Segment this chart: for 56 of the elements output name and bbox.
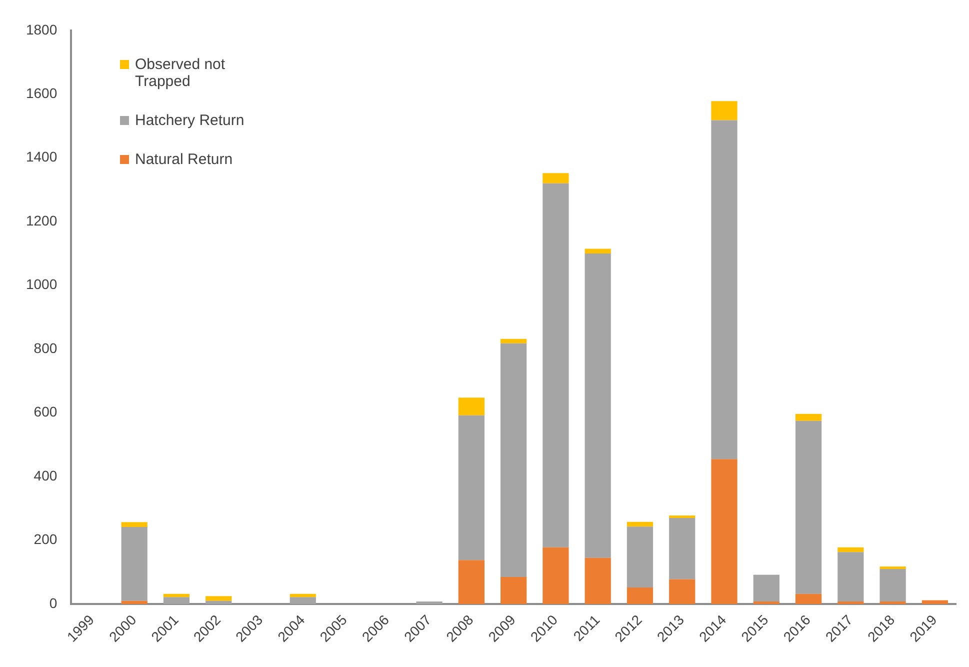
y-tick-label: 1600	[26, 85, 58, 102]
bar	[500, 577, 527, 604]
bar	[795, 420, 822, 594]
bar	[584, 254, 611, 558]
bar	[711, 120, 738, 460]
bar	[206, 600, 232, 604]
bar	[121, 526, 148, 601]
bar	[163, 597, 190, 604]
bar	[542, 183, 569, 548]
bar	[542, 173, 569, 184]
bar	[711, 101, 738, 120]
bar	[626, 588, 654, 604]
y-tick-label: 400	[34, 467, 58, 484]
y-tick-label: 1000	[26, 276, 58, 292]
bar	[584, 558, 611, 604]
bar	[880, 569, 906, 602]
bar	[711, 459, 738, 604]
bar	[795, 414, 822, 421]
bar	[669, 579, 696, 604]
bar	[626, 526, 654, 588]
bar	[922, 600, 948, 604]
bar	[880, 602, 906, 604]
y-tick-label: 800	[34, 340, 58, 356]
bar	[500, 343, 527, 578]
y-tick-label: 1200	[26, 212, 58, 228]
bar	[753, 574, 780, 602]
y-tick-label: 1800	[26, 21, 58, 38]
legend-label: Hatchery Return	[135, 112, 246, 129]
bar	[838, 552, 864, 602]
bar	[542, 547, 569, 604]
bar	[121, 600, 148, 604]
bar	[500, 338, 527, 344]
bar	[458, 398, 484, 416]
bar	[458, 560, 484, 604]
bar	[838, 547, 864, 552]
bar	[669, 515, 696, 518]
bar	[416, 602, 442, 604]
bar	[669, 518, 696, 580]
bar	[584, 248, 611, 254]
y-tick-label: 200	[34, 531, 58, 548]
bar	[880, 566, 906, 570]
bar	[290, 597, 316, 604]
bar	[626, 522, 654, 527]
bar	[838, 602, 864, 604]
y-tick-label: 1400	[26, 148, 58, 165]
bar	[795, 594, 822, 604]
y-tick-label: 0	[49, 594, 58, 611]
bar	[206, 596, 232, 601]
bar	[121, 522, 148, 527]
y-tick-label: 600	[34, 404, 58, 420]
bar	[458, 415, 484, 560]
legend-label: Observed not Trapped	[135, 56, 226, 90]
bar	[290, 594, 316, 598]
bar	[753, 602, 780, 604]
legend-label: Natural Return	[135, 151, 234, 168]
bar	[163, 594, 190, 598]
